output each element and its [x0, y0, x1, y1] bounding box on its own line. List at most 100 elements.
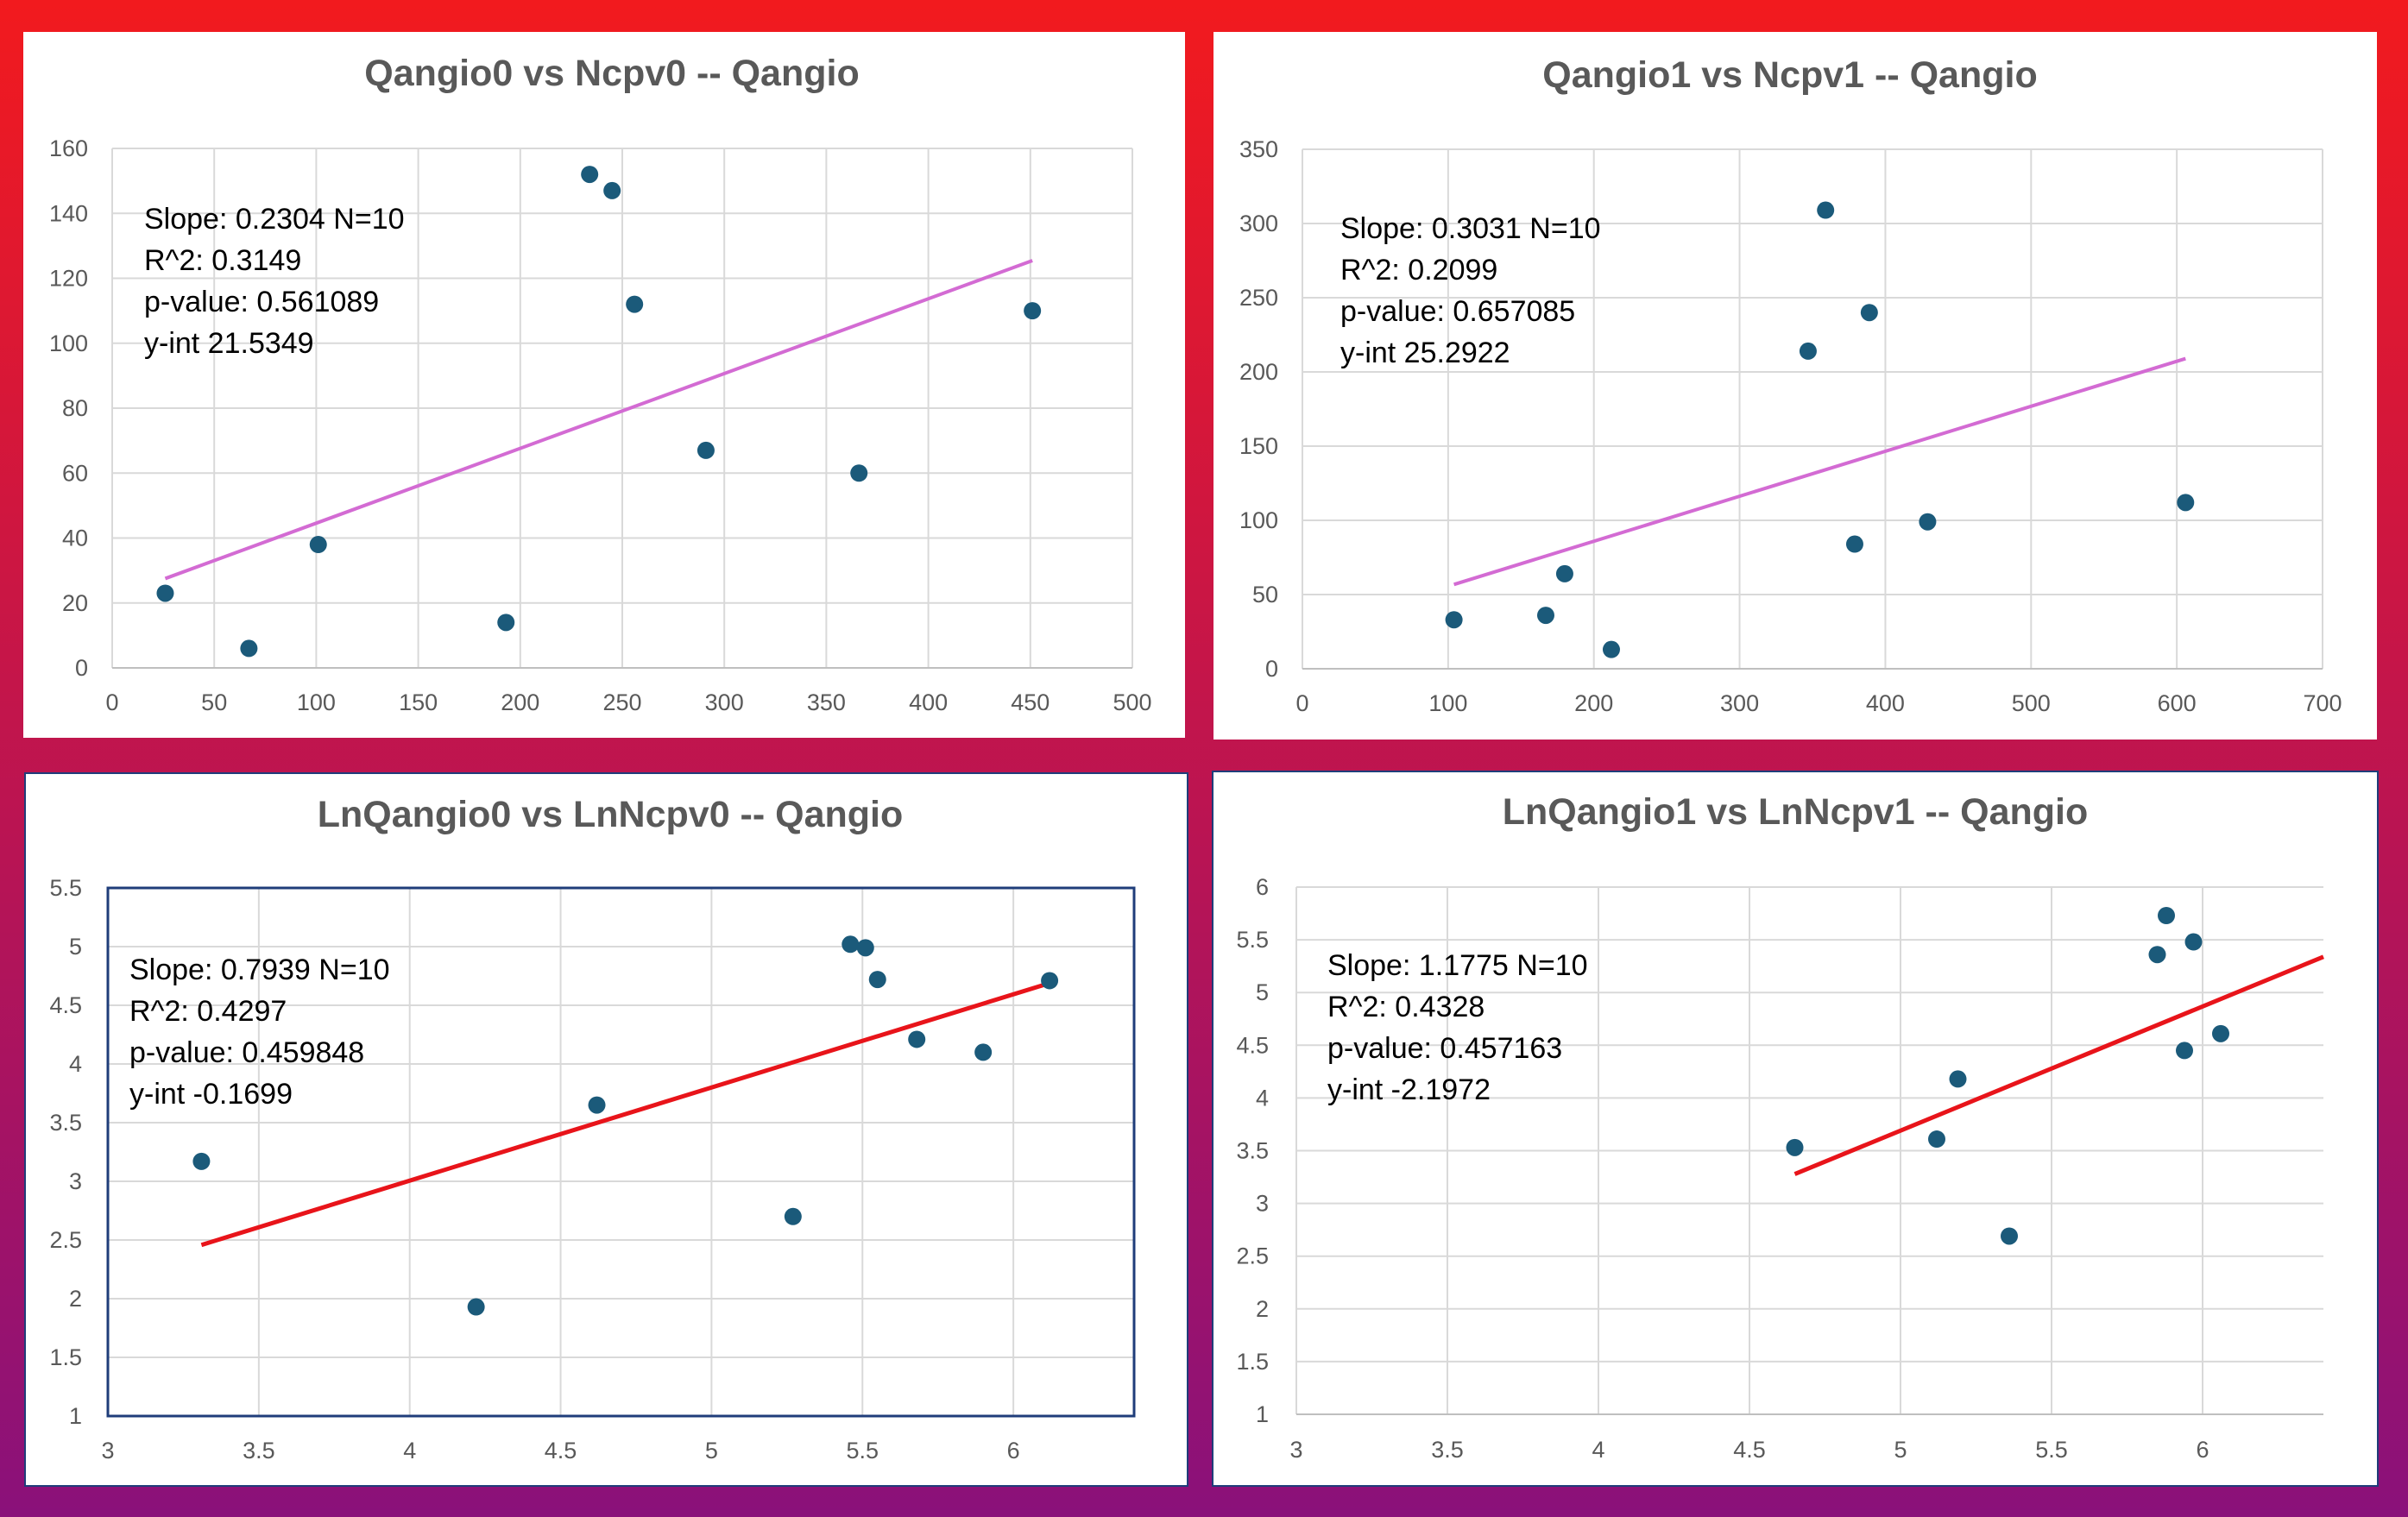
y-tick-label: 5: [69, 934, 82, 960]
data-point: [908, 1030, 926, 1048]
x-tick-label: 500: [1113, 689, 1151, 715]
y-tick-label: 1: [1256, 1401, 1269, 1427]
data-point: [1555, 564, 1573, 582]
data-point: [1536, 607, 1554, 625]
x-tick-label: 200: [1574, 690, 1613, 716]
y-tick-label: 60: [62, 460, 88, 486]
y-tick-label: 0: [75, 655, 88, 681]
y-tick-label: 3: [69, 1168, 82, 1194]
x-tick-label: 200: [501, 689, 539, 715]
data-point: [240, 639, 258, 658]
data-point: [1928, 1130, 1945, 1149]
x-tick-label: 100: [297, 689, 336, 715]
y-tick-label: 200: [1239, 359, 1278, 385]
y-tick-label: 100: [1239, 507, 1278, 533]
regression-stats-label: Slope: 0.3031 N=10: [1340, 212, 1601, 245]
x-tick-label: 600: [2158, 690, 2197, 716]
y-tick-label: 4.5: [49, 992, 82, 1018]
data-point: [497, 614, 515, 632]
y-tick-label: 2.5: [49, 1227, 82, 1253]
y-tick-label: 2: [1256, 1296, 1269, 1322]
data-point: [1041, 972, 1059, 990]
y-tick-label: 4: [69, 1051, 82, 1077]
x-tick-label: 350: [807, 689, 846, 715]
x-tick-label: 4.5: [545, 1438, 577, 1463]
y-tick-label: 120: [49, 266, 88, 292]
y-tick-label: 50: [1252, 582, 1278, 607]
regression-stats-label: R^2: 0.2099: [1340, 254, 1497, 286]
x-tick-label: 6: [1007, 1438, 1020, 1463]
data-point: [603, 181, 621, 199]
plot-area-border: [106, 886, 1136, 1418]
x-tick-label: 400: [909, 689, 948, 715]
data-point: [156, 584, 174, 602]
y-tick-label: 1.5: [49, 1344, 82, 1370]
y-tick-label: 100: [49, 330, 88, 356]
y-tick-label: 350: [1239, 136, 1278, 162]
y-tick-label: 160: [49, 135, 88, 161]
data-point: [868, 971, 886, 989]
y-tick-label: 3: [1256, 1191, 1269, 1217]
trendline: [200, 980, 1050, 1248]
data-point: [2148, 946, 2166, 964]
y-tick-label: 0: [1265, 656, 1278, 682]
data-point: [588, 1096, 606, 1114]
data-point: [850, 464, 868, 482]
regression-stats-label: y-int -2.1972: [1327, 1073, 1491, 1106]
y-tick-label: 5.5: [49, 875, 82, 901]
chart-svg: Qangio0 vs Ncpv0 -- Qangio 0 20 40 60 80 100 12…: [49, 53, 1152, 715]
y-tick-label: 1: [69, 1403, 82, 1429]
regression-stats-label: p-value: 0.457163: [1327, 1032, 1562, 1065]
x-tick-label: 4: [403, 1438, 416, 1463]
x-tick-label: 5: [1894, 1437, 1907, 1463]
x-tick-label: 4: [1592, 1437, 1604, 1463]
regression-stats-label: Slope: 0.2304 N=10: [144, 203, 405, 236]
data-point: [581, 166, 599, 184]
chart-svg: Qangio1 vs Ncpv1 -- Qangio 0 50 100 150 200 25…: [1239, 54, 2342, 716]
y-tick-label: 250: [1239, 285, 1278, 311]
data-point: [2177, 494, 2195, 512]
x-tick-label: 3: [1289, 1437, 1302, 1463]
chart-title: LnQangio1 vs LnNcpv1 -- Qangio: [1503, 791, 2089, 833]
x-tick-label: 4.5: [1733, 1437, 1766, 1463]
data-point: [1845, 535, 1863, 553]
chart-svg: LnQangio1 vs LnNcpv1 -- Qangio 1 1.5 2 2.5 3 3…: [1236, 791, 2324, 1463]
regression-stats-label: p-value: 0.561089: [144, 286, 379, 318]
data-point: [697, 441, 715, 459]
y-tick-label: 2: [69, 1286, 82, 1312]
y-tick-label: 20: [62, 590, 88, 616]
x-tick-label: 5.5: [2035, 1437, 2068, 1463]
data-point: [842, 935, 860, 954]
x-tick-label: 5.5: [846, 1438, 879, 1463]
y-tick-label: 150: [1239, 433, 1278, 459]
y-tick-label: 3.5: [1236, 1138, 1269, 1164]
trendline: [1453, 356, 2186, 587]
regression-stats-label: y-int -0.1699: [129, 1078, 293, 1111]
chart-title: Qangio0 vs Ncpv0 -- Qangio: [364, 53, 859, 94]
regression-stats-label: y-int 25.2922: [1340, 337, 1510, 369]
data-point: [856, 939, 874, 957]
y-tick-label: 40: [62, 526, 88, 551]
chart-panel-1: Qangio0 vs Ncpv0 -- Qangio 0 20 40 60 80 100 12…: [23, 32, 1185, 738]
data-point: [626, 295, 644, 313]
data-point: [1445, 611, 1463, 629]
y-tick-label: 5.5: [1236, 927, 1269, 953]
x-tick-label: 3: [101, 1438, 114, 1463]
data-point: [1602, 640, 1620, 658]
regression-stats-label: Slope: 1.1775 N=10: [1327, 949, 1588, 982]
data-point: [784, 1207, 802, 1225]
data-point: [1919, 513, 1937, 531]
chart-panel-4: LnQangio1 vs LnNcpv1 -- Qangio 1 1.5 2 2.5 3 3…: [1212, 771, 2379, 1487]
data-point: [1024, 302, 1042, 320]
y-tick-label: 2.5: [1236, 1243, 1269, 1269]
data-point: [1786, 1138, 1804, 1156]
x-tick-label: 500: [2012, 690, 2051, 716]
data-point: [2184, 933, 2203, 951]
regression-stats-label: R^2: 0.4328: [1327, 991, 1485, 1023]
data-point: [309, 536, 327, 554]
data-point: [2158, 906, 2175, 924]
y-tick-label: 3.5: [49, 1110, 82, 1136]
y-tick-label: 300: [1239, 211, 1278, 236]
regression-stats-label: R^2: 0.3149: [144, 244, 301, 277]
x-tick-label: 0: [105, 689, 118, 715]
